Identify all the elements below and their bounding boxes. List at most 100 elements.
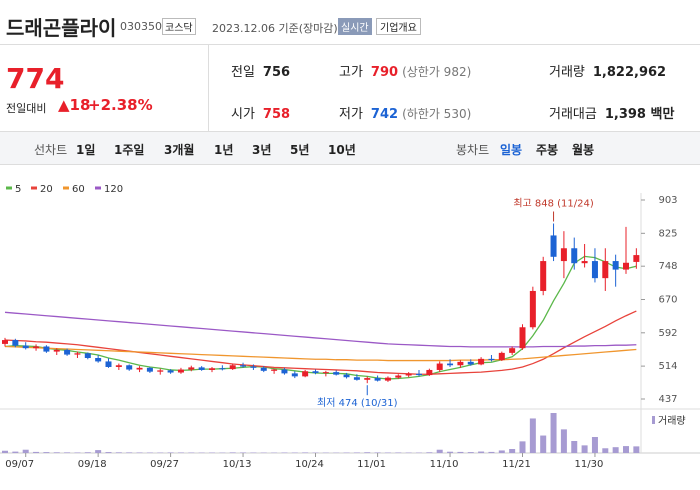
y-tick-label: 670 [658,295,677,306]
x-tick-label: 11/21 [502,459,531,470]
x-tick-label: 09/18 [78,459,107,470]
period-tab[interactable]: 10년 [328,143,356,157]
volume-bar [146,452,153,453]
volume-bar [623,446,629,453]
candle-body [84,353,91,359]
stat-label: 저가 [339,107,363,122]
candle-body [488,358,495,361]
stat: 전일 756 [231,61,290,80]
candle-body [105,361,112,367]
period-tab[interactable]: 1년 [214,143,234,157]
volume-bar [136,452,143,453]
stat-value: 742 [370,107,399,122]
price: 774 [6,62,65,95]
y-tick-label: 903 [658,195,677,206]
stats: 전일 756 고가 790 (상한가 982) 거래량 1,822,962 시가 758 저가 74… [208,45,700,131]
candle-body [405,373,412,376]
y-tick-label: 514 [658,361,677,372]
period-tab[interactable]: 1주일 [114,143,145,157]
ma-line [4,255,637,380]
volume-bar [447,451,454,453]
volume-bar [353,452,360,453]
y-tick-label: 825 [658,228,677,239]
period-tab[interactable]: 3년 [252,143,272,157]
candle-body [271,369,278,371]
volume-bar [115,452,122,453]
candle-body [95,358,102,362]
candle-body [260,367,267,371]
basis: 기준(장마감) [278,22,338,35]
volume-bar [478,451,485,453]
volume-bar [126,452,133,453]
x-tick-label: 10/13 [223,459,252,470]
candle-body [177,369,184,373]
volume-bar [457,451,464,453]
ma-line [4,345,637,362]
legend-label: 120 [104,184,123,195]
candle-body [384,377,391,381]
volume-bar [177,452,184,453]
volume-bar [188,452,195,453]
candle-body [550,235,557,257]
candle-body [591,261,598,279]
volume-bar [436,449,443,453]
change-pct: +2.38% [88,96,153,114]
candle-body [395,375,402,378]
legend-label: 60 [72,184,85,195]
legend-label: 5 [15,184,21,195]
candle-tab[interactable]: 일봉 [500,143,523,157]
volume-swatch [652,416,655,424]
candle-tab[interactable]: 주봉 [536,143,559,157]
annotation: 최고 848 (11/24) [513,197,594,209]
chart: 437 514 592 670 748 825 903 5 20 60 120 거래량 09/07 09/… [0,184,700,470]
candle-body [612,261,619,270]
candle-body [281,369,288,374]
volume-bar [240,452,247,453]
stat-label: 고가 [339,65,363,80]
volume-bar [43,452,50,453]
volume-bar [64,452,71,453]
candle-body [416,373,422,376]
volume-bar [581,445,588,453]
volume-bar [281,452,288,453]
volume-bar [74,452,81,453]
volume-bar [509,449,516,453]
candle-body [374,378,381,381]
candle-body [312,371,319,373]
volume-bar [602,448,609,453]
candle-body [198,367,205,370]
volume-bar [105,452,112,453]
period-tab[interactable]: 5년 [290,143,310,157]
candle-body [457,361,464,366]
candle-body [188,367,195,370]
period-tab[interactable]: 1일 [76,143,96,157]
company-info-button[interactable]: 기업개요 [376,18,421,35]
stat: 고가 790 (상한가 982) [339,61,471,80]
legend-label: 20 [40,184,53,195]
stat: 거래량 1,822,962 [549,61,666,80]
x-tick-label: 09/27 [150,459,179,470]
volume-bar [12,451,19,453]
realtime-button[interactable]: 실시간 [338,18,372,35]
volume-bar [95,450,102,453]
date: 2023.12.06 기준(장마감) [212,20,338,36]
candle-body [436,363,443,370]
y-tick-label: 592 [658,328,677,339]
x-tick-label: 10/24 [295,459,324,470]
stat-value: 1,398 백만 [604,107,675,122]
stat-value: 790 [370,65,399,80]
candle-body [209,368,215,370]
candle-body [498,352,505,361]
candle-body [115,365,122,367]
period-tab[interactable]: 3개월 [164,143,195,157]
volume-legend: 거래량 [658,415,686,427]
candle-body [291,373,298,377]
volume-bar [229,452,236,453]
volume-bar [22,449,29,453]
volume-bar [529,418,536,453]
volume-bar [302,452,309,453]
x-tick-label: 11/30 [575,459,604,470]
stat-value: 758 [262,107,291,122]
candle-tab[interactable]: 월봉 [572,143,595,157]
candle-body [509,348,516,353]
